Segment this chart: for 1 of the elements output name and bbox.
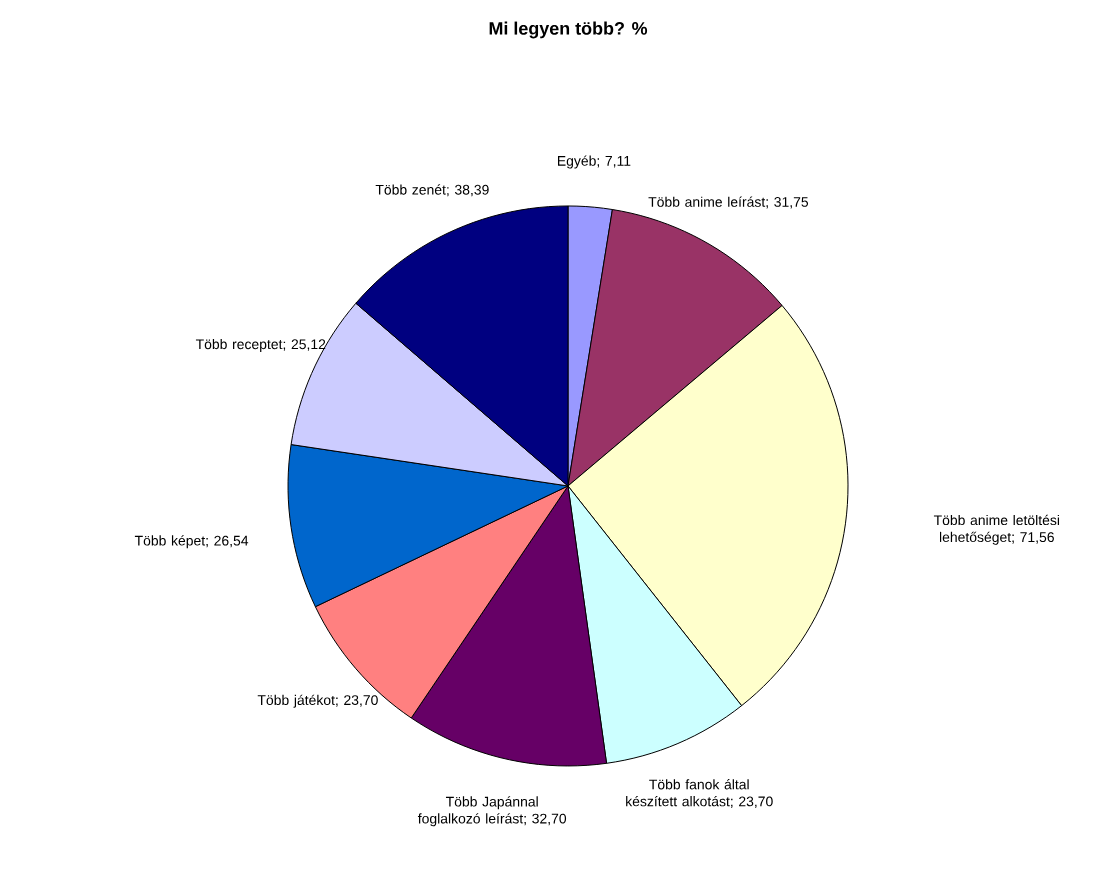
chart-title: Mi legyen több? % <box>489 21 648 39</box>
